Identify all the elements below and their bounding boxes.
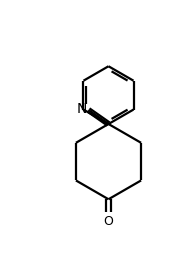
Text: O: O xyxy=(104,215,113,228)
Text: N: N xyxy=(76,102,87,116)
